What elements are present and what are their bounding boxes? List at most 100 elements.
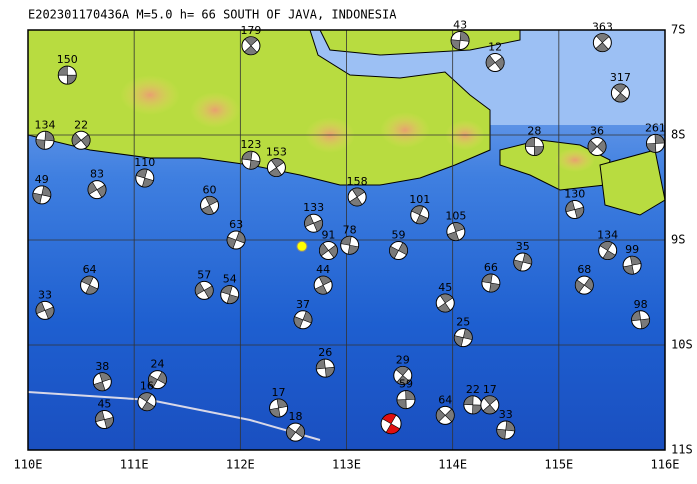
depth-label: 12 [488,41,502,54]
beachball [241,150,261,170]
beachball [241,36,261,56]
depth-label: 24 [151,358,165,371]
beachball-quadrants [622,255,642,275]
beachball-quadrants [631,310,650,330]
beachball-quadrants [95,410,114,429]
beachball [315,358,335,378]
beachball-quadrants [201,196,218,215]
beachball-quadrants [35,301,55,320]
beachball-quadrants [269,398,288,418]
beachball [226,230,246,250]
beachball [496,420,516,440]
beachball-quadrants [349,187,366,207]
y-tick-label: 7S [671,23,685,37]
beachball-quadrants [382,413,401,435]
depth-label: 33 [38,288,52,301]
beachball-quadrants [93,372,112,392]
beachball [347,187,367,207]
beachball [313,275,333,295]
station [296,240,308,252]
depth-label: 43 [453,19,467,32]
beachball-quadrants [496,420,516,440]
depth-label: 25 [456,316,470,329]
beachball-quadrants [286,424,305,440]
map-title: E202301170436A M=5.0 h= 66 SOUTH OF JAVA… [28,8,397,22]
depth-label: 83 [90,168,104,181]
beachball-quadrants [135,168,154,188]
beachball [592,33,612,53]
beachball-quadrants [293,311,313,329]
depth-label: 26 [318,346,332,359]
beachball [645,133,665,153]
depth-label: 101 [409,193,430,206]
beachball-quadrants [395,366,410,385]
depth-label: 68 [577,263,591,276]
depth-label: 38 [95,360,109,373]
y-tick-label: 8S [671,128,685,142]
depth-label: 44 [316,263,330,276]
beachball [485,53,505,73]
beachball-quadrants [595,33,610,52]
beachball [340,235,360,255]
depth-label: 22 [466,383,480,396]
beachball [435,293,455,313]
depth-label: 59 [399,378,413,391]
lombok-island [599,149,666,216]
beachball [463,395,483,415]
beachball-quadrants [450,31,470,50]
depth-label: 54 [223,273,237,286]
beachball [565,200,585,220]
beachball [266,158,286,178]
depth-label: 98 [634,298,648,311]
beachball-quadrants [389,242,408,259]
beachball-quadrants [453,328,473,347]
beachball [480,395,500,415]
main-event [380,413,402,435]
beachball [598,241,618,260]
beachball [610,83,630,103]
depth-label: 49 [35,173,49,186]
beachball-quadrants [411,205,429,225]
beachball-quadrants [482,395,498,415]
depth-label: 33 [499,408,513,421]
beachball-quadrants [138,392,155,411]
beachball-quadrants [599,241,616,260]
beachball-quadrants [148,371,167,388]
depth-label: 134 [34,118,55,131]
depth-label: 36 [590,125,604,138]
frame [27,29,666,451]
beachball [318,241,338,260]
beachball-quadrants [87,181,107,198]
beachball-quadrants [565,200,585,219]
beachball [393,365,413,385]
beachball [450,31,470,50]
beachball-quadrants [435,408,455,423]
beachball [396,390,416,410]
depth-label: 60 [203,183,217,196]
depth-label: 110 [134,156,155,169]
beachball-quadrants [32,185,52,205]
x-tick-label: 112E [226,458,255,472]
beachball-quadrants [226,231,246,249]
beachball-quadrants [268,158,285,177]
beachball [269,398,289,418]
depth-label: 29 [396,353,410,366]
depth-label: 78 [343,223,357,236]
beachball-quadrants [81,275,99,295]
beachball-quadrants [485,55,505,71]
beachball-quadrants [316,358,335,378]
beachball-quadrants [340,235,359,255]
trench [27,391,321,441]
beachball-quadrants [437,293,454,313]
beachball-quadrants [396,390,416,409]
beachball [389,241,409,260]
beachball-quadrants [71,132,91,148]
beachball-quadrants [613,83,628,103]
beachball [286,422,306,442]
depth-label: 130 [564,188,585,201]
beachball [92,372,112,392]
depth-label: 63 [229,218,243,231]
beachball [481,273,501,293]
